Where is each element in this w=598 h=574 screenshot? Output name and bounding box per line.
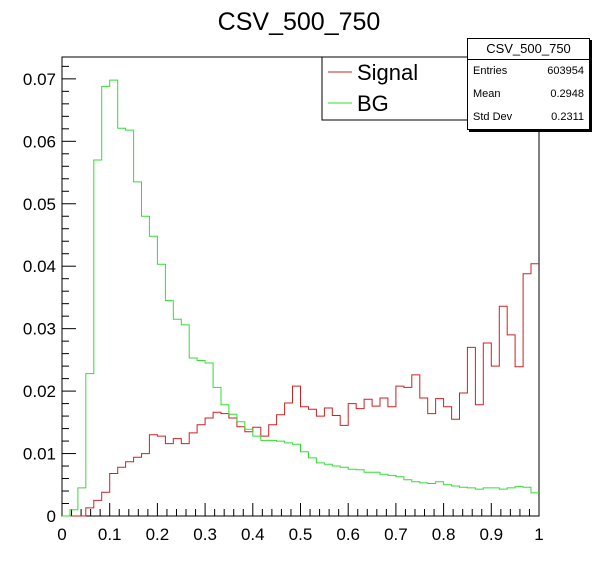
- stats-row-stddev: Std Dev 0.2311: [468, 106, 589, 129]
- x-tick-label: 0: [57, 525, 66, 544]
- stats-box: CSV_500_750 Entries 603954 Mean 0.2948 S…: [467, 38, 590, 130]
- y-tick-label: 0.05: [23, 195, 56, 214]
- y-axis: 0 0.01 0.02 0.03 0.04 0.05 0.06 0.07: [23, 65, 76, 526]
- x-tick-label: 0.5: [289, 525, 313, 544]
- stats-title: CSV_500_750: [468, 39, 589, 60]
- stats-key: Std Dev: [473, 111, 513, 123]
- series-bg-line: [62, 79, 539, 517]
- y-tick-label: 0.02: [23, 382, 56, 401]
- x-axis: 0 0.1 0.2 0.3 0.4 0.5 0.6 0.7 0.8 0.9 1: [57, 503, 544, 544]
- legend: Signal BG: [321, 56, 469, 121]
- stats-value: 603954: [547, 65, 584, 77]
- legend-box: [321, 56, 469, 121]
- x-tick-label: 0.6: [336, 525, 360, 544]
- stats-value: 0.2311: [551, 111, 584, 123]
- y-tick-label: 0.03: [23, 320, 56, 339]
- y-tick-label: 0.06: [23, 132, 56, 151]
- x-tick-label: 0.4: [241, 525, 265, 544]
- legend-bg-label: BG: [357, 91, 389, 116]
- y-tick-label: 0.07: [23, 70, 56, 89]
- x-tick-label: 0.8: [432, 525, 456, 544]
- series-layer: [62, 79, 539, 517]
- series-signal-line: [62, 263, 539, 517]
- chart-title: CSV_500_750: [218, 8, 381, 36]
- stats-value: 0.2948: [550, 88, 584, 100]
- legend-signal-label: Signal: [357, 60, 418, 85]
- x-tick-label: 0.1: [98, 525, 122, 544]
- y-tick-label: 0.04: [23, 257, 56, 276]
- x-tick-label: 1: [534, 525, 543, 544]
- x-tick-label: 0.3: [193, 525, 217, 544]
- stats-key: Entries: [473, 65, 508, 77]
- x-tick-label: 0.9: [479, 525, 503, 544]
- stats-row-entries: Entries 603954: [468, 60, 589, 83]
- stats-key: Mean: [473, 88, 501, 100]
- y-tick-label: 0: [47, 507, 56, 526]
- stats-row-mean: Mean 0.2948: [468, 83, 589, 106]
- x-tick-label: 0.7: [384, 525, 408, 544]
- x-tick-label: 0.2: [146, 525, 170, 544]
- y-tick-label: 0.01: [23, 445, 56, 464]
